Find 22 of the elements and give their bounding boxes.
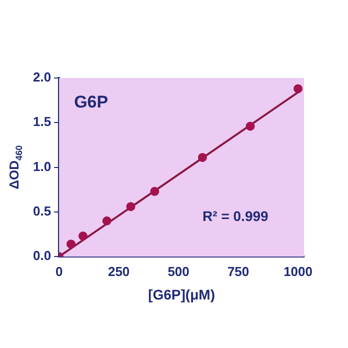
- x-tick-label: 0: [55, 264, 63, 279]
- y-axis-title: ΔOD460: [6, 145, 24, 190]
- point: [198, 152, 207, 162]
- point: [150, 186, 160, 196]
- point: [102, 216, 112, 226]
- x-tick-label: 250: [108, 264, 130, 279]
- x-tick-label: 750: [227, 264, 250, 279]
- y-tick-label: 2.0: [32, 70, 52, 85]
- y-tick-label: 1.5: [32, 114, 52, 130]
- x-tick-label: 500: [168, 264, 190, 279]
- y-tick-label: 1.0: [32, 158, 52, 174]
- point: [78, 232, 88, 241]
- y-tick-label: 0.5: [32, 204, 52, 219]
- y-tick-label: 0.0: [32, 248, 52, 264]
- point: [294, 84, 303, 94]
- annotation: G6P: [74, 92, 108, 112]
- annotation: R² = 0.999: [202, 208, 269, 224]
- point: [126, 202, 136, 212]
- x-tick-label: 1000: [284, 264, 312, 279]
- x-axis-title: [G6P](μM): [148, 286, 215, 302]
- point: [66, 240, 76, 249]
- point: [246, 122, 255, 131]
